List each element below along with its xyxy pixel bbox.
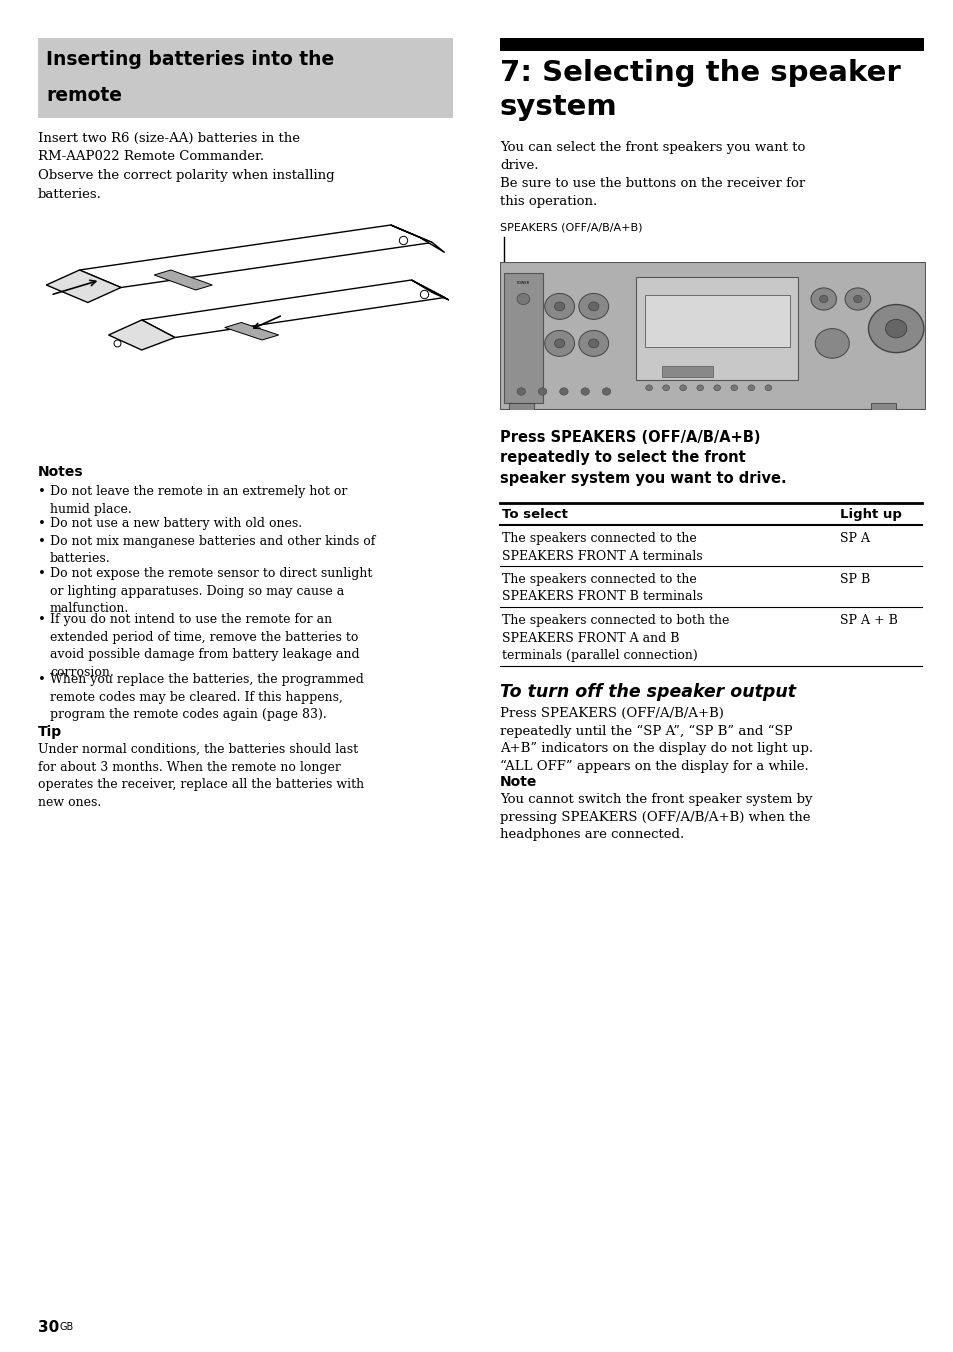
Circle shape: [588, 339, 598, 347]
FancyBboxPatch shape: [644, 295, 789, 347]
Polygon shape: [47, 270, 121, 303]
Text: •: •: [38, 673, 46, 685]
Text: Notes: Notes: [38, 465, 84, 479]
Circle shape: [884, 319, 906, 338]
Polygon shape: [109, 320, 174, 350]
Text: •: •: [38, 566, 46, 580]
Text: POWER: POWER: [517, 280, 530, 284]
Circle shape: [559, 388, 568, 395]
Text: •: •: [38, 612, 46, 626]
Text: Do not expose the remote sensor to direct sunlight
or lighting apparatuses. Doin: Do not expose the remote sensor to direc…: [50, 566, 372, 615]
FancyBboxPatch shape: [499, 262, 925, 410]
Circle shape: [554, 339, 564, 347]
Polygon shape: [142, 280, 444, 338]
Circle shape: [537, 388, 546, 395]
FancyBboxPatch shape: [636, 277, 798, 380]
Text: remote: remote: [46, 87, 122, 105]
Text: When you replace the batteries, the programmed
remote codes may be cleared. If t: When you replace the batteries, the prog…: [50, 673, 363, 721]
Polygon shape: [79, 224, 432, 288]
Text: SP A + B: SP A + B: [840, 614, 897, 627]
Circle shape: [578, 330, 608, 357]
Text: The speakers connected to both the
SPEAKERS FRONT A and B
terminals (parallel co: The speakers connected to both the SPEAK…: [501, 614, 729, 662]
Text: Press SPEAKERS (OFF/A/B/A+B)
repeatedly until the “SP A”, “SP B” and “SP
A+B” in: Press SPEAKERS (OFF/A/B/A+B) repeatedly …: [499, 707, 812, 773]
Text: If you do not intend to use the remote for an
extended period of time, remove th: If you do not intend to use the remote f…: [50, 612, 359, 679]
Text: system: system: [499, 93, 617, 120]
Text: Note: Note: [499, 775, 537, 790]
FancyBboxPatch shape: [508, 403, 534, 410]
Circle shape: [844, 288, 870, 310]
Circle shape: [819, 295, 827, 303]
Text: •: •: [38, 485, 46, 498]
Circle shape: [713, 385, 720, 391]
Text: Inserting batteries into the: Inserting batteries into the: [46, 50, 334, 69]
Text: To select: To select: [501, 508, 567, 521]
Circle shape: [764, 385, 771, 391]
Circle shape: [867, 304, 923, 353]
Circle shape: [853, 295, 862, 303]
Circle shape: [517, 388, 525, 395]
Polygon shape: [225, 323, 278, 339]
Circle shape: [588, 301, 598, 311]
Circle shape: [544, 293, 574, 319]
Text: •: •: [38, 535, 46, 548]
Text: GB: GB: [60, 1322, 74, 1332]
Circle shape: [517, 293, 529, 304]
Text: Tip: Tip: [38, 725, 62, 740]
Polygon shape: [391, 224, 444, 253]
Circle shape: [730, 385, 737, 391]
Text: The speakers connected to the
SPEAKERS FRONT A terminals: The speakers connected to the SPEAKERS F…: [501, 531, 702, 562]
Circle shape: [747, 385, 754, 391]
Text: Insert two R6 (size-AA) batteries in the
RM-AAP022 Remote Commander.
Observe the: Insert two R6 (size-AA) batteries in the…: [38, 132, 335, 200]
FancyBboxPatch shape: [38, 38, 453, 118]
FancyBboxPatch shape: [870, 403, 895, 410]
Text: You cannot switch the front speaker system by
pressing SPEAKERS (OFF/A/B/A+B) wh: You cannot switch the front speaker syst…: [499, 794, 812, 841]
Text: Do not leave the remote in an extremely hot or
humid place.: Do not leave the remote in an extremely …: [50, 485, 347, 515]
Circle shape: [580, 388, 589, 395]
Circle shape: [544, 330, 574, 357]
FancyBboxPatch shape: [499, 38, 923, 51]
Text: To turn off the speaker output: To turn off the speaker output: [499, 683, 795, 700]
Circle shape: [601, 388, 610, 395]
FancyBboxPatch shape: [504, 273, 542, 403]
Text: You can select the front speakers you want to
drive.
Be sure to use the buttons : You can select the front speakers you wa…: [499, 141, 804, 208]
Text: 30: 30: [38, 1320, 59, 1334]
Text: The speakers connected to the
SPEAKERS FRONT B terminals: The speakers connected to the SPEAKERS F…: [501, 573, 702, 603]
Text: Do not use a new battery with old ones.: Do not use a new battery with old ones.: [50, 516, 302, 530]
Circle shape: [679, 385, 686, 391]
Polygon shape: [411, 280, 448, 300]
Text: Under normal conditions, the batteries should last
for about 3 months. When the : Under normal conditions, the batteries s…: [38, 744, 364, 808]
Circle shape: [554, 301, 564, 311]
Text: Do not mix manganese batteries and other kinds of
batteries.: Do not mix manganese batteries and other…: [50, 535, 375, 565]
FancyBboxPatch shape: [661, 365, 712, 377]
Circle shape: [696, 385, 703, 391]
Text: SP A: SP A: [840, 531, 869, 545]
Circle shape: [662, 385, 669, 391]
Text: 7: Selecting the speaker: 7: Selecting the speaker: [499, 59, 900, 87]
Text: Light up: Light up: [840, 508, 901, 521]
Polygon shape: [154, 270, 213, 289]
Text: SPEAKERS (OFF/A/B/A+B): SPEAKERS (OFF/A/B/A+B): [499, 223, 641, 233]
Circle shape: [578, 293, 608, 319]
Circle shape: [810, 288, 836, 310]
Text: Press SPEAKERS (OFF/A/B/A+B)
repeatedly to select the front
speaker system you w: Press SPEAKERS (OFF/A/B/A+B) repeatedly …: [499, 430, 786, 485]
Text: SP B: SP B: [840, 573, 869, 585]
Circle shape: [645, 385, 652, 391]
Text: •: •: [38, 516, 46, 530]
Circle shape: [815, 329, 848, 358]
